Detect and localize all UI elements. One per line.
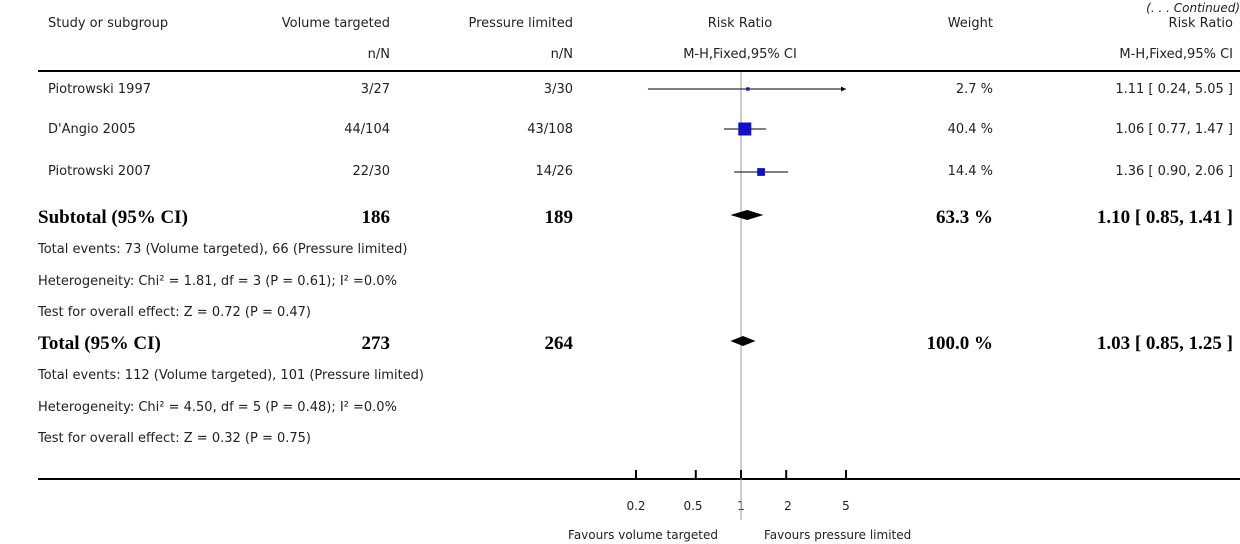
axis-tick-label: 2 xyxy=(784,499,792,513)
study-ci: 1.36 [ 0.90, 2.06 ] xyxy=(1115,164,1233,179)
study-point xyxy=(757,168,765,176)
total-label: Total (95% CI) xyxy=(38,333,161,354)
study-pl: 14/26 xyxy=(535,164,573,179)
subtotal-effect-note: Test for overall effect: Z = 0.72 (P = 0… xyxy=(38,305,311,320)
study-weight: 14.4 % xyxy=(947,164,993,179)
total-vt: 273 xyxy=(361,333,391,354)
study-ci: 1.11 [ 0.24, 5.05 ] xyxy=(1115,82,1233,97)
total-pl: 264 xyxy=(544,333,574,354)
header-rr-method: M-H,Fixed,95% CI xyxy=(683,47,797,62)
subtotal-pl: 189 xyxy=(544,207,574,228)
subtotal-heterogeneity-note: Heterogeneity: Chi² = 1.81, df = 3 (P = … xyxy=(38,274,397,289)
subtotal-vt: 186 xyxy=(361,207,391,228)
study-vt: 22/30 xyxy=(352,164,390,179)
favours-left-label: Favours volume targeted xyxy=(568,528,718,542)
total-ci: 1.03 [ 0.85, 1.25 ] xyxy=(1096,333,1233,354)
study-name: D'Angio 2005 xyxy=(48,122,136,137)
header-rule xyxy=(38,70,1240,72)
total-heterogeneity-note: Heterogeneity: Chi² = 4.50, df = 5 (P = … xyxy=(38,400,397,415)
study-point xyxy=(738,122,752,136)
header-vt-nn: n/N xyxy=(367,47,390,62)
header-weight: Weight xyxy=(947,16,993,31)
subtotal-events-note: Total events: 73 (Volume targeted), 66 (… xyxy=(38,242,408,257)
total-events-note: Total events: 112 (Volume targeted), 101… xyxy=(38,368,424,383)
axis-tick-label: 0.2 xyxy=(626,499,646,513)
header-pressure-limited: Pressure limited xyxy=(468,16,574,31)
pooled-diamond xyxy=(730,210,764,220)
study-weight: 2.7 % xyxy=(955,82,993,97)
study-vt: 3/27 xyxy=(360,82,390,97)
header-risk-ratio: Risk Ratio xyxy=(707,16,773,31)
ci-arrow-right xyxy=(841,86,846,92)
header-study: Study or subgroup xyxy=(48,16,169,31)
bottom-rule xyxy=(38,478,1240,480)
study-pl: 3/30 xyxy=(543,82,573,97)
study-weight: 40.4 % xyxy=(947,122,993,137)
study-name: Piotrowski 2007 xyxy=(48,164,151,179)
header-rr2-method: M-H,Fixed,95% CI xyxy=(1119,47,1233,62)
header-volume-targeted: Volume targeted xyxy=(281,16,390,31)
header-risk-ratio-right: Risk Ratio xyxy=(1168,16,1233,31)
subtotal-ci: 1.10 [ 0.85, 1.41 ] xyxy=(1096,207,1233,228)
study-vt: 44/104 xyxy=(344,122,390,137)
subtotal-label: Subtotal (95% CI) xyxy=(38,207,188,228)
axis-tick-label: 5 xyxy=(842,499,850,513)
pooled-diamond xyxy=(730,336,756,346)
total-effect-note: Test for overall effect: Z = 0.32 (P = 0… xyxy=(38,431,311,446)
study-name: Piotrowski 1997 xyxy=(48,82,151,97)
subtotal-weight: 63.3 % xyxy=(936,207,993,228)
continued-label: (. . . Continued) xyxy=(1146,1,1240,15)
study-ci: 1.06 [ 0.77, 1.47 ] xyxy=(1115,122,1233,137)
axis-tick-label: 0.5 xyxy=(683,499,703,513)
study-point xyxy=(746,87,750,91)
study-pl: 43/108 xyxy=(527,122,573,137)
header-pl-nn: n/N xyxy=(550,47,573,62)
total-weight: 100.0 % xyxy=(926,333,994,354)
favours-right-label: Favours pressure limited xyxy=(764,528,912,542)
